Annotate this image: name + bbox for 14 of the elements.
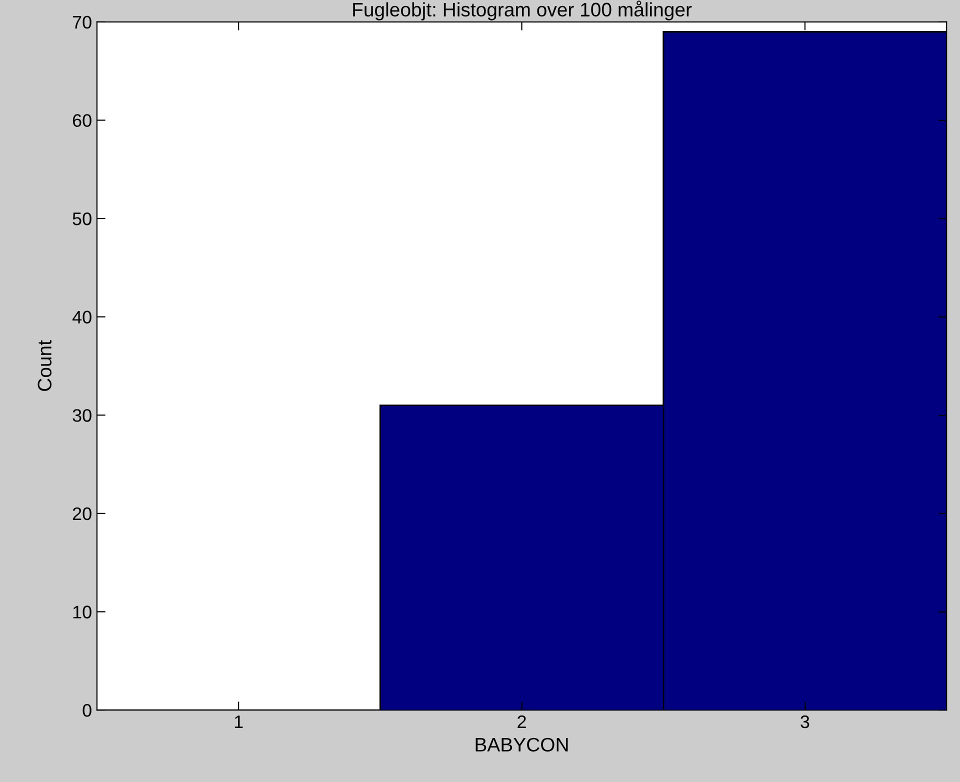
y-tick-label: 40 — [72, 310, 92, 324]
y-tick-label: 50 — [72, 212, 92, 226]
y-tick-label: 10 — [73, 606, 92, 618]
y-tick-label: 0 — [82, 704, 92, 717]
x-tick-label: 3 — [800, 715, 810, 728]
y-axis-title: Count — [38, 340, 52, 391]
y-tick-label: 20 — [72, 507, 92, 520]
chart-title: Fugleobjt: Histogram over 100 målinger — [353, 0, 692, 20]
y-tick-label: 60 — [72, 114, 92, 127]
x-tick-label: 1 — [234, 716, 243, 728]
x-tick-label: 2 — [518, 715, 526, 728]
y-tick-label: 30 — [72, 409, 92, 422]
y-tick-label: 70 — [72, 16, 92, 29]
x-axis-title: BABYCON — [476, 738, 568, 752]
